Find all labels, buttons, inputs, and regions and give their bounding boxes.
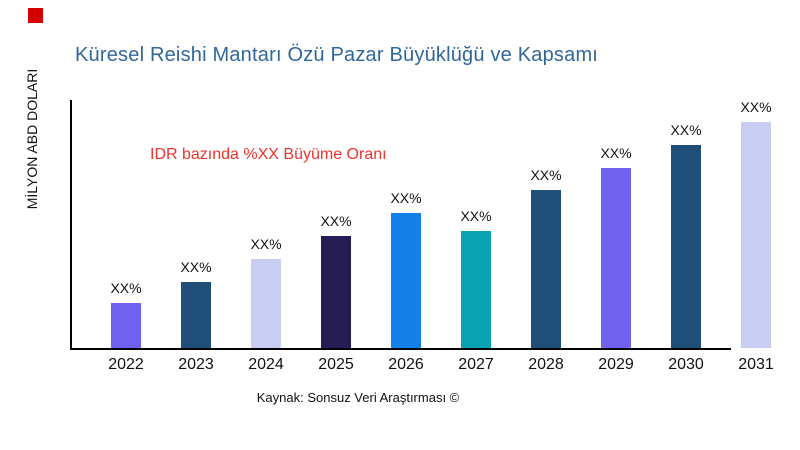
bar-2029 bbox=[601, 168, 631, 348]
bar-value-label-2023: XX% bbox=[180, 259, 212, 275]
x-axis-label-2031: 2031 bbox=[738, 356, 774, 373]
bar-2027 bbox=[461, 231, 491, 348]
red-square-marker bbox=[28, 8, 43, 23]
source-attribution: Kaynak: Sonsuz Veri Araştırması © bbox=[256, 390, 460, 405]
growth-rate-annotation: IDR bazında %XX Büyüme Oranı bbox=[150, 146, 387, 163]
bar-value-label-2025: XX% bbox=[320, 213, 352, 229]
bar-2028 bbox=[531, 190, 561, 348]
x-axis-label-2027: 2027 bbox=[458, 356, 494, 373]
x-axis-label-2022: 2022 bbox=[108, 356, 144, 373]
chart-title: Küresel Reishi Mantarı Özü Pazar Büyüklü… bbox=[75, 44, 599, 66]
bar-2026 bbox=[391, 213, 421, 348]
x-axis-label-2030: 2030 bbox=[668, 356, 704, 373]
x-axis-label-2024: 2024 bbox=[248, 356, 284, 373]
x-axis-label-2026: 2026 bbox=[388, 356, 424, 373]
bar-value-label-2031: XX% bbox=[740, 99, 772, 115]
bar-value-label-2029: XX% bbox=[600, 145, 632, 161]
bar-value-label-2027: XX% bbox=[460, 208, 492, 224]
bar-2022 bbox=[111, 303, 141, 348]
bar-2025 bbox=[321, 236, 351, 348]
y-axis-line bbox=[70, 100, 72, 350]
bar-2031 bbox=[741, 122, 771, 348]
y-axis-title: MİLYON ABD DOLARI bbox=[24, 68, 40, 210]
bar-value-label-2028: XX% bbox=[530, 167, 562, 183]
x-axis-label-2023: 2023 bbox=[178, 356, 214, 373]
bar-value-label-2024: XX% bbox=[250, 236, 282, 252]
bar-2023 bbox=[181, 282, 211, 348]
bar-2024 bbox=[251, 259, 281, 348]
x-axis-label-2025: 2025 bbox=[318, 356, 354, 373]
bar-value-label-2030: XX% bbox=[670, 122, 702, 138]
bar-value-label-2022: XX% bbox=[110, 280, 142, 296]
bar-2030 bbox=[671, 145, 701, 348]
x-axis-line bbox=[70, 348, 731, 350]
bar-value-label-2026: XX% bbox=[390, 190, 422, 206]
x-axis-label-2028: 2028 bbox=[528, 356, 564, 373]
x-axis-label-2029: 2029 bbox=[598, 356, 634, 373]
